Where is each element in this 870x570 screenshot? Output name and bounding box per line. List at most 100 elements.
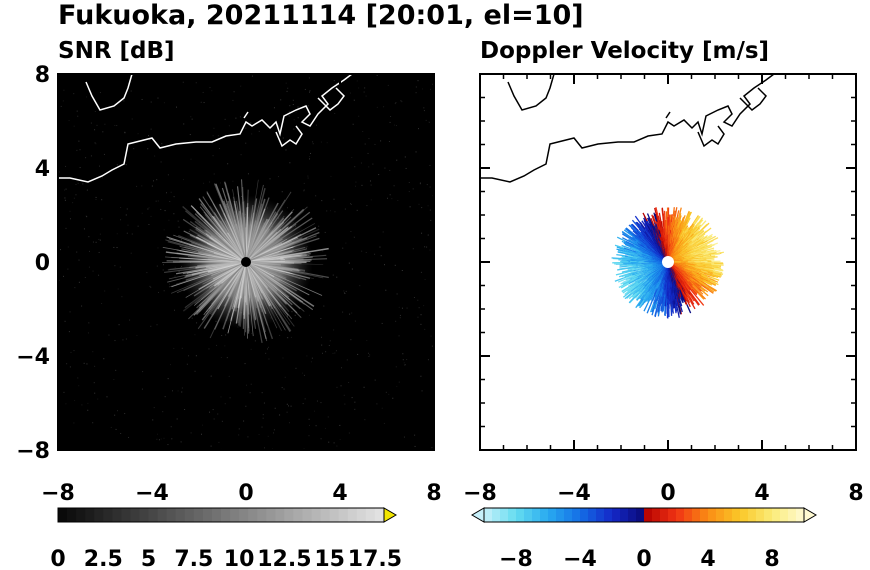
snr-echo-ray [245, 204, 254, 263]
noise-pixel [312, 141, 314, 143]
doppler-echo-ray [661, 294, 665, 303]
noise-pixel [224, 345, 226, 347]
doppler-echo-ray [620, 283, 630, 289]
noise-pixel [429, 209, 431, 211]
snr-echo-ray [171, 261, 247, 288]
noise-pixel [247, 173, 249, 175]
noise-pixel [316, 400, 318, 402]
snr-echo-ray [236, 200, 247, 263]
noise-pixel [66, 363, 68, 365]
noise-pixel [288, 405, 290, 407]
noise-pixel [158, 439, 160, 441]
doppler-echo-ray [622, 237, 631, 243]
noise-pixel [233, 91, 235, 93]
noise-pixel [273, 429, 275, 431]
doppler-echo-ray [655, 207, 659, 217]
noise-pixel [365, 95, 367, 97]
noise-pixel [304, 88, 306, 90]
noise-pixel [160, 208, 162, 210]
noise-pixel [213, 127, 215, 129]
noise-pixel [232, 180, 234, 182]
noise-pixel [280, 99, 282, 101]
noise-pixel [262, 417, 264, 419]
noise-pixel [77, 377, 79, 379]
noise-pixel [160, 161, 162, 163]
snr-echo-ray [245, 261, 291, 325]
noise-pixel [414, 445, 416, 447]
noise-pixel [370, 184, 372, 186]
noise-pixel [64, 199, 66, 201]
noise-pixel [131, 118, 133, 120]
noise-pixel [116, 410, 118, 412]
noise-pixel [329, 340, 331, 342]
noise-pixel [191, 317, 193, 319]
noise-pixel [73, 197, 75, 199]
noise-pixel [224, 118, 226, 120]
snr-echo-ray [245, 238, 288, 263]
doppler-echo-ray [635, 299, 642, 309]
noise-pixel [200, 101, 202, 103]
noise-pixel [418, 203, 420, 205]
noise-pixel [104, 290, 106, 292]
doppler-echo-ray [686, 211, 692, 221]
noise-pixel [274, 407, 276, 409]
noise-pixel [203, 182, 205, 184]
noise-pixel [94, 365, 96, 367]
noise-pixel [398, 381, 400, 383]
doppler-echo-ray [619, 264, 628, 266]
noise-pixel [281, 387, 283, 389]
noise-pixel [120, 206, 122, 208]
snr-echo-ray [207, 258, 247, 263]
noise-pixel [419, 183, 421, 185]
snr-echo-ray [224, 182, 247, 263]
doppler-echo-ray [674, 304, 677, 314]
noise-pixel [245, 127, 247, 129]
noise-pixel [424, 328, 426, 330]
noise-pixel [209, 87, 211, 89]
doppler-echo-ray [660, 302, 663, 312]
noise-pixel [149, 285, 151, 287]
noise-pixel [431, 447, 433, 449]
noise-pixel [350, 230, 352, 232]
snr-echo-ray [245, 203, 249, 263]
doppler-echo-ray [678, 215, 682, 224]
noise-pixel [219, 182, 221, 184]
noise-pixel [250, 383, 252, 385]
noise-pixel [395, 320, 397, 322]
noise-pixel [425, 119, 427, 121]
noise-pixel [99, 233, 101, 235]
snr-echo-ray [245, 261, 315, 307]
noise-pixel [102, 131, 104, 133]
snr-echo-ray [223, 238, 247, 263]
noise-pixel [406, 307, 408, 309]
noise-pixel [324, 427, 326, 429]
snr-echo-ray [236, 186, 247, 263]
noise-pixel [421, 207, 423, 209]
noise-pixel [349, 92, 351, 94]
noise-pixel [348, 262, 350, 264]
noise-pixel [396, 159, 398, 161]
noise-pixel [287, 87, 289, 89]
noise-pixel [228, 375, 230, 377]
doppler-echo-ray [635, 283, 642, 290]
noise-pixel [251, 75, 253, 77]
doppler-echo-ray [647, 294, 653, 304]
noise-pixel [202, 424, 204, 426]
noise-pixel [73, 422, 75, 424]
doppler-echo-ray [676, 210, 680, 220]
doppler-echo-ray [661, 303, 664, 313]
snr-echo-ray [245, 261, 301, 271]
noise-pixel [392, 397, 394, 399]
noise-pixel [104, 123, 106, 125]
noise-pixel [167, 444, 169, 446]
noise-pixel [355, 181, 357, 183]
noise-pixel [108, 334, 110, 336]
snr-echo-ray [245, 261, 302, 319]
noise-pixel [390, 115, 392, 117]
noise-pixel [417, 299, 419, 301]
noise-pixel [320, 438, 322, 440]
noise-pixel [378, 174, 380, 176]
snr-echo-ray [179, 257, 247, 263]
doppler-echo-ray [624, 269, 634, 274]
